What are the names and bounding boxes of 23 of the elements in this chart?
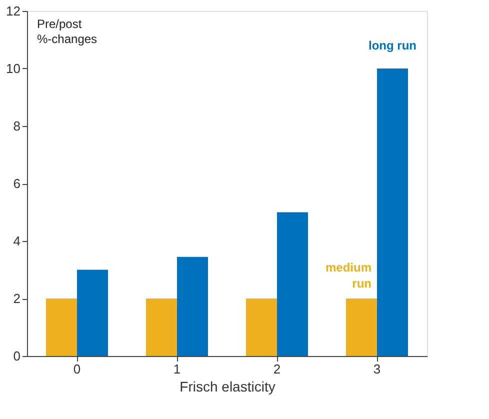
- bar: [346, 298, 377, 356]
- series-label: long run: [368, 38, 416, 52]
- x-tick-label: 2: [273, 362, 281, 376]
- series-label: medium run: [325, 260, 372, 290]
- y-tick-label: 2: [13, 291, 20, 306]
- x-axis-title: Frisch elasticity: [180, 378, 276, 394]
- y-tick-label: 4: [13, 234, 20, 248]
- bar: [77, 270, 108, 356]
- y-tick-label: 6: [13, 176, 20, 191]
- bar: [146, 298, 177, 356]
- y-tick-label: 0: [13, 348, 20, 364]
- bar: [377, 68, 408, 356]
- y-tick-label: 12: [6, 4, 20, 18]
- x-tick-label: 3: [373, 362, 381, 376]
- x-tick-label: 1: [173, 362, 181, 376]
- y-axis-title: Pre/post %-changes: [37, 17, 98, 46]
- bar: [277, 212, 308, 356]
- y-tick-label: 10: [6, 61, 20, 76]
- x-tick-label: 0: [73, 362, 81, 376]
- bar: [177, 256, 208, 356]
- bar: [46, 298, 77, 356]
- y-tick-label: 8: [13, 118, 20, 134]
- bar: [246, 298, 277, 356]
